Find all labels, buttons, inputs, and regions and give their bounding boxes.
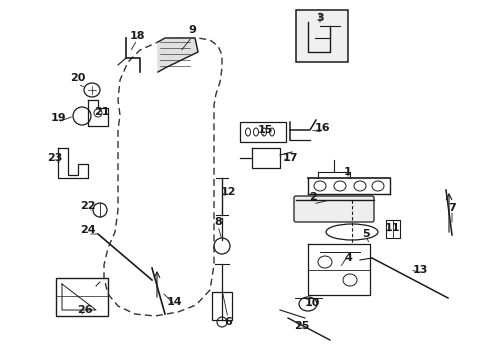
Text: 10: 10 bbox=[304, 298, 319, 308]
Bar bbox=[385, 220, 399, 238]
Text: 23: 23 bbox=[47, 153, 62, 163]
Text: 25: 25 bbox=[294, 321, 309, 331]
Text: 12: 12 bbox=[220, 187, 235, 197]
Text: 26: 26 bbox=[77, 305, 93, 315]
Text: 14: 14 bbox=[167, 297, 183, 307]
Text: 1: 1 bbox=[344, 167, 351, 177]
Text: 13: 13 bbox=[411, 265, 427, 275]
Text: 16: 16 bbox=[315, 123, 330, 133]
FancyBboxPatch shape bbox=[293, 196, 373, 222]
Text: 15: 15 bbox=[257, 125, 272, 135]
Bar bbox=[212, 292, 231, 320]
Text: 3: 3 bbox=[316, 13, 323, 23]
Text: 7: 7 bbox=[447, 203, 455, 213]
Text: 9: 9 bbox=[188, 25, 196, 35]
Text: 4: 4 bbox=[344, 253, 351, 263]
Text: 21: 21 bbox=[94, 107, 109, 117]
Text: 2: 2 bbox=[308, 192, 316, 202]
Bar bbox=[295, 10, 347, 62]
Polygon shape bbox=[158, 38, 198, 72]
Text: 24: 24 bbox=[80, 225, 96, 235]
Text: 18: 18 bbox=[129, 31, 144, 41]
Text: 5: 5 bbox=[362, 229, 369, 239]
Text: 22: 22 bbox=[80, 201, 96, 211]
Text: 19: 19 bbox=[50, 113, 66, 123]
Text: 20: 20 bbox=[70, 73, 85, 83]
Text: 17: 17 bbox=[282, 153, 297, 163]
Bar bbox=[56, 278, 108, 316]
Text: 8: 8 bbox=[214, 217, 222, 227]
Text: 11: 11 bbox=[384, 223, 399, 233]
Bar bbox=[240, 122, 285, 142]
Text: 6: 6 bbox=[224, 317, 231, 327]
